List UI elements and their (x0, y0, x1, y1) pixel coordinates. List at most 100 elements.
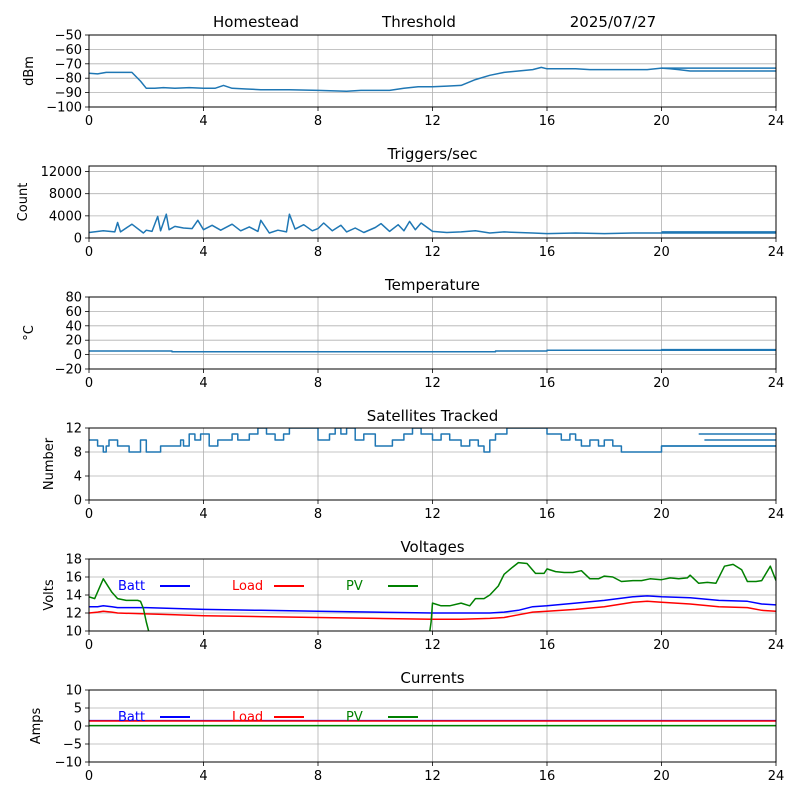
x-tick-label: 4 (199, 638, 207, 653)
panel-currents: 0 4 8 12 16 20 24 −10 −5 0 5 10 Currents Amps Batt Load… (29, 669, 784, 784)
x-tick-label: 4 (199, 507, 207, 522)
y-tick-label: −70 (55, 57, 82, 72)
panel-satellites: 0 4 8 12 16 20 24 0 4 8 12 Satellites Tracked Number (42, 407, 784, 522)
y-tick-label: 5 (74, 702, 82, 717)
x-tick-label: 20 (653, 507, 670, 522)
y-tick-label: 80 (65, 291, 82, 306)
y-tick-label: 20 (65, 334, 82, 349)
x-tick-label: 24 (768, 638, 785, 653)
y-tick-label: 14 (65, 589, 82, 604)
panel-title: Temperature (384, 276, 480, 294)
y-tick-label: 12 (65, 607, 82, 622)
series-line-pv (89, 578, 150, 631)
x-tick-label: 24 (768, 376, 785, 391)
x-tick-label: 4 (199, 769, 207, 784)
y-tick-label: 0 (74, 348, 82, 363)
y-tick-label: 0 (74, 720, 82, 735)
y-tick-label: 60 (65, 305, 82, 320)
x-tick-label: 0 (85, 638, 93, 653)
series-line-load (89, 600, 776, 621)
x-tick-label: 24 (768, 114, 785, 129)
legend-label-batt: Batt (118, 579, 145, 594)
series-line (89, 213, 776, 235)
panel-voltages: 0 4 8 12 16 20 24 10 12 14 16 18 Voltages Volts Batt Lo… (42, 538, 784, 653)
series-group (89, 348, 776, 353)
y-tick-label: −10 (55, 756, 82, 771)
y-tick-label: 4 (74, 470, 82, 485)
panel-title: Satellites Tracked (367, 407, 498, 425)
x-tick-label: 0 (85, 769, 93, 784)
x-tick-label: 20 (653, 638, 670, 653)
x-tick-label: 8 (314, 376, 322, 391)
series-group (89, 719, 776, 727)
x-tick-label: 8 (314, 114, 322, 129)
x-tick-label: 20 (653, 114, 670, 129)
panel-title: Triggers/sec (387, 145, 478, 163)
x-tick-label: 0 (85, 507, 93, 522)
x-tick-label: 0 (85, 376, 93, 391)
x-tick-label: 16 (539, 245, 556, 260)
series-group (89, 561, 776, 631)
header-mode: Threshold (381, 13, 456, 31)
y-tick-label: −60 (55, 43, 82, 58)
y-axis-label: Volts (42, 579, 57, 611)
y-tick-label: −5 (63, 738, 82, 753)
x-tick-label: 24 (768, 245, 785, 260)
series-group (89, 66, 776, 92)
panel-signal: 0 4 8 12 16 20 24 −100−90−80−70−60−50 dBm (22, 29, 784, 130)
y-axis-label: dBm (22, 56, 37, 86)
y-tick-label: 10 (65, 625, 82, 640)
legend-label-load: Load (232, 579, 263, 594)
panel-triggers: 0 4 8 12 16 20 24 0 4000 8000 12000 Triggers/sec Cou… (16, 145, 784, 260)
y-tick-label: −50 (55, 29, 82, 44)
x-tick-label: 12 (424, 245, 441, 260)
x-tick-label: 0 (85, 114, 93, 129)
x-tick-label: 8 (314, 769, 322, 784)
x-tick-label: 12 (424, 376, 441, 391)
x-tick-label: 16 (539, 114, 556, 129)
panel-title: Currents (400, 669, 464, 687)
x-tick-label: 16 (539, 638, 556, 653)
header-date: 2025/07/27 (570, 13, 656, 31)
header-station: Homestead (213, 13, 299, 31)
x-tick-label: 8 (314, 245, 322, 260)
x-tick-label: 20 (653, 376, 670, 391)
y-tick-label: 4000 (49, 209, 82, 224)
x-tick-label: 12 (424, 114, 441, 129)
series-line (89, 66, 776, 92)
y-axis-label: Amps (29, 707, 44, 744)
y-axis-label: °C (22, 325, 37, 341)
y-tick-label: 12000 (41, 165, 82, 180)
y-tick-label: −90 (55, 86, 82, 101)
x-tick-label: 12 (424, 507, 441, 522)
legend-label-pv: PV (346, 579, 363, 594)
legend-label-batt: Batt (118, 710, 145, 725)
y-tick-label: 40 (65, 319, 82, 334)
legend-label-pv: PV (346, 710, 363, 725)
legend-label-load: Load (232, 710, 263, 725)
x-tick-label: 8 (314, 507, 322, 522)
x-tick-label: 8 (314, 638, 322, 653)
y-tick-label: −20 (55, 363, 82, 378)
y-axis-label: Count (16, 183, 31, 222)
y-tick-label: 8000 (49, 187, 82, 202)
x-tick-label: 4 (199, 245, 207, 260)
x-tick-label: 4 (199, 376, 207, 391)
y-tick-label: 16 (65, 571, 82, 586)
y-tick-label: 0 (74, 232, 82, 247)
x-tick-label: 0 (85, 245, 93, 260)
y-tick-label: −100 (46, 101, 82, 116)
x-tick-label: 20 (653, 769, 670, 784)
x-tick-label: 16 (539, 769, 556, 784)
y-tick-label: 8 (74, 446, 82, 461)
x-tick-label: 12 (424, 769, 441, 784)
series-line (89, 428, 776, 453)
y-tick-label: 18 (65, 553, 82, 568)
x-tick-label: 24 (768, 769, 785, 784)
panel-title: Voltages (400, 538, 464, 556)
x-tick-label: 12 (424, 638, 441, 653)
series-line-pv (429, 561, 776, 631)
x-tick-label: 24 (768, 507, 785, 522)
